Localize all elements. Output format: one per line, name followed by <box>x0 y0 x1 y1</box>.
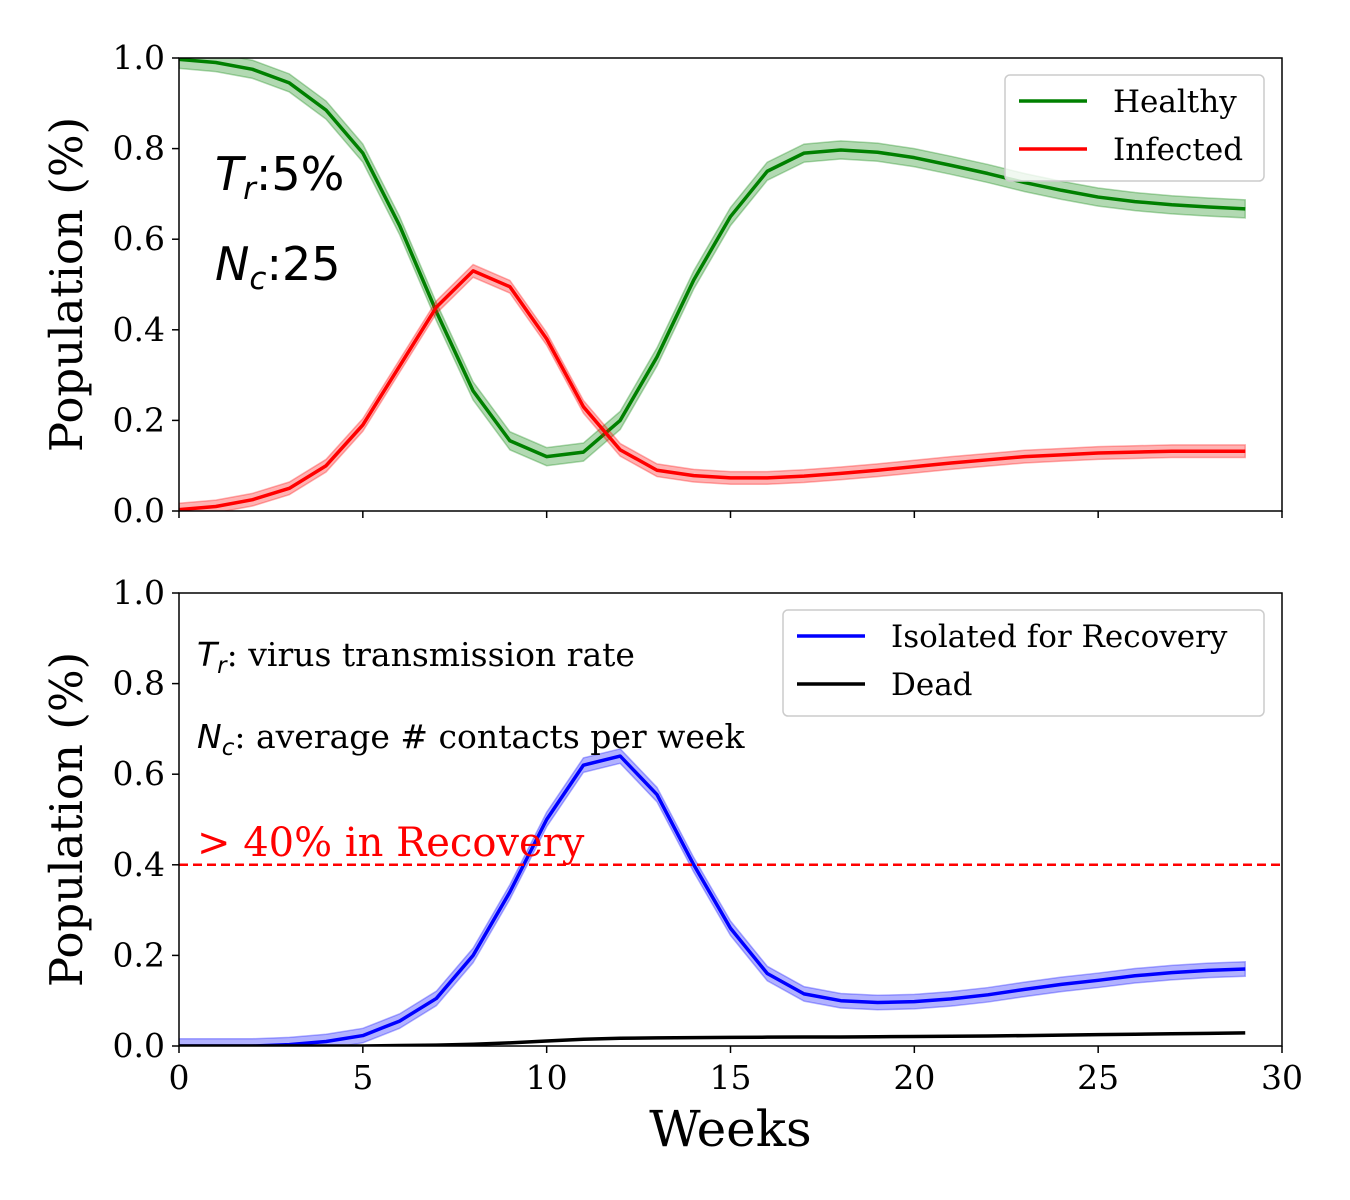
legend-label-healthy: Healthy <box>1113 84 1237 120</box>
legend: Isolated for Recovery Dead <box>782 609 1265 717</box>
healthy-confidence-band <box>179 58 1246 467</box>
contacts-annotation: Nc:25 <box>215 237 341 297</box>
x-tick-label: 15 <box>710 1058 752 1097</box>
healthy-line <box>179 58 1246 459</box>
isolated-for-recovery-line <box>179 754 1246 1046</box>
threshold-label: > 40% in Recovery <box>197 820 585 866</box>
x-tick-label: 30 <box>1261 1058 1303 1097</box>
x-tick-label: 10 <box>526 1058 568 1097</box>
x-tick-label: 5 <box>352 1058 373 1097</box>
infected-line <box>179 269 1246 511</box>
legend-label-dead: Dead <box>891 667 973 703</box>
y-tick-label: 0.2 <box>113 935 165 974</box>
y-tick-label: 0.4 <box>113 310 165 349</box>
y-axis-label: Population (%) <box>40 117 93 452</box>
legend-label-infected: Infected <box>1113 132 1243 168</box>
transmission-rate-annotation: Tr:5% <box>215 147 344 207</box>
legend-label-isolated-for-recovery: Isolated for Recovery <box>891 619 1228 655</box>
y-tick-label: 0.6 <box>113 754 165 793</box>
y-tick-label: 0.0 <box>113 491 165 530</box>
y-tick-label: 1.0 <box>113 573 165 612</box>
y-tick-label: 1.0 <box>113 38 165 77</box>
y-tick-label: 0.8 <box>113 129 165 168</box>
legend: Healthy Infected <box>1004 74 1265 182</box>
chart-panel-1: 0.0 0.2 0.4 0.6 0.8 1.0 Population (%) Healthy I… <box>40 38 1283 530</box>
dead-line <box>179 1031 1246 1046</box>
y-tick-label: 0.4 <box>113 845 165 884</box>
y-tick-label: 0.6 <box>113 219 165 258</box>
y-tick-label: 0.0 <box>113 1026 165 1065</box>
transmission-rate-definition: Tr: virus transmission rate <box>197 635 635 679</box>
chart-panel-2: 0.0 0.2 0.4 0.6 0.8 1.0 0 5 10 15 20 25 30 Population… <box>40 573 1303 1158</box>
x-tick-label: 20 <box>893 1058 935 1097</box>
x-tick-label: 0 <box>169 1058 190 1097</box>
contacts-definition: Nc: average # contacts per week <box>197 717 745 761</box>
x-tick-label: 25 <box>1077 1058 1119 1097</box>
infected-confidence-band <box>179 263 1246 511</box>
x-axis-label: Weeks <box>649 1100 811 1158</box>
y-tick-label: 0.2 <box>113 400 165 439</box>
isolated-for-recovery-confidence-band <box>179 747 1246 1046</box>
y-axis-label: Population (%) <box>40 652 93 987</box>
y-tick-label: 0.8 <box>113 664 165 703</box>
